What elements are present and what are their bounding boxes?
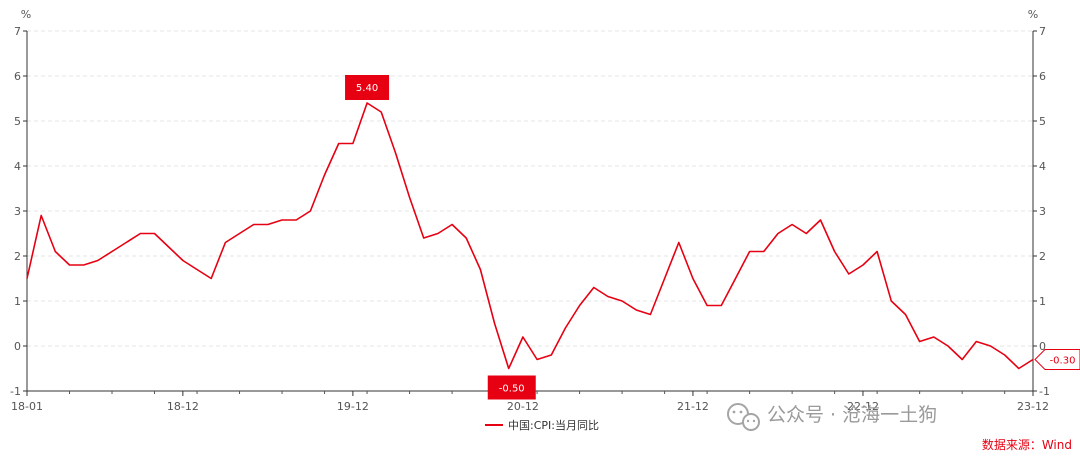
y-tick-label-left: 4 — [14, 160, 21, 173]
y-tick-label-right: -1 — [1039, 385, 1050, 398]
last-value-label: -0.30 — [1050, 356, 1076, 367]
y-tick-label-right: 6 — [1039, 70, 1046, 83]
y-tick-label-left: 2 — [14, 250, 21, 263]
gridlines — [27, 30, 1033, 347]
y-tick-label-left: 1 — [14, 295, 21, 308]
watermark-text: 公众号 · 沧海一土狗 — [767, 404, 937, 426]
y-tick-label-right: 4 — [1039, 160, 1046, 173]
y-tick-label-right: 3 — [1039, 205, 1046, 218]
x-tick-labels: 18-01 18-12 19-12 20-12 21-12 22-12 23-12 — [11, 400, 1049, 413]
y-tick-label-right: 7 — [1039, 25, 1046, 38]
left-y-tick-labels: -1 0 1 2 3 4 5 6 7 — [10, 25, 21, 398]
right-y-tick-labels: -1 0 1 2 3 4 5 6 7 — [1039, 25, 1050, 398]
y-tick-label-left: -1 — [10, 385, 21, 398]
axes — [23, 30, 1037, 396]
callout-box — [487, 375, 536, 400]
x-tick-label: 18-12 — [167, 400, 199, 413]
x-tick-label: 18-01 — [11, 400, 43, 413]
x-tick-label: 22-12 — [847, 400, 879, 413]
y-tick-label-right: 0 — [1039, 340, 1046, 353]
x-tick-label: 19-12 — [337, 400, 369, 413]
series-layer — [26, 102, 1034, 370]
callout-box — [345, 75, 390, 100]
y-tick-label-left: 3 — [14, 205, 21, 218]
data-source: 数据来源：Wind — [982, 437, 1072, 452]
legend: 中国:CPI:当月同比 — [485, 418, 599, 432]
x-tick-label: 21-12 — [677, 400, 709, 413]
last-value-tag — [1034, 349, 1080, 370]
y-tick-label-left: 7 — [14, 25, 21, 38]
left-axis-unit: % — [21, 8, 31, 21]
right-axis-unit: % — [1028, 8, 1038, 21]
annotations: 5.40 -0.50 -0.30 — [345, 75, 1080, 400]
y-tick-label-left: 6 — [14, 70, 21, 83]
wechat-icon — [727, 403, 760, 431]
x-tick-label: 23-12 — [1017, 400, 1049, 413]
y-tick-label-right: 1 — [1039, 295, 1046, 308]
watermark: 公众号 · 沧海一土狗 — [727, 403, 937, 431]
callout-label-min: -0.50 — [499, 384, 525, 395]
x-tick-label: 20-12 — [507, 400, 539, 413]
y-tick-label-left: 0 — [14, 340, 21, 353]
y-tick-label-right: 5 — [1039, 115, 1046, 128]
y-tick-label-right: 2 — [1039, 250, 1046, 263]
callout-label-max: 5.40 — [356, 83, 378, 94]
y-tick-label-left: 5 — [14, 115, 21, 128]
legend-label: 中国:CPI:当月同比 — [508, 418, 599, 432]
series-line-cpi — [26, 102, 1034, 370]
